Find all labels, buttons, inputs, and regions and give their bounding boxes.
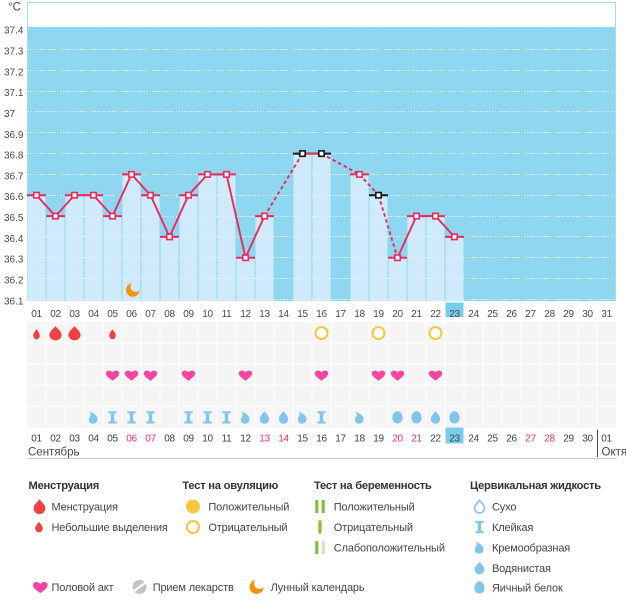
svg-text:01: 01 bbox=[31, 434, 42, 445]
svg-text:19: 19 bbox=[373, 434, 384, 445]
svg-text:14: 14 bbox=[278, 309, 289, 320]
svg-text:16: 16 bbox=[316, 309, 327, 320]
svg-text:37.2: 37.2 bbox=[4, 67, 24, 78]
svg-text:25: 25 bbox=[487, 434, 498, 445]
svg-text:30: 30 bbox=[582, 309, 593, 320]
svg-text:09: 09 bbox=[183, 434, 194, 445]
svg-text:Тест на беременность: Тест на беременность bbox=[314, 480, 432, 492]
svg-text:Половой акт: Половой акт bbox=[52, 582, 114, 594]
svg-text:36.3: 36.3 bbox=[4, 255, 24, 266]
svg-text:08: 08 bbox=[164, 309, 175, 320]
svg-text:13: 13 bbox=[259, 309, 270, 320]
svg-text:04: 04 bbox=[88, 309, 99, 320]
svg-text:20: 20 bbox=[392, 434, 403, 445]
svg-text:Отрицательный: Отрицательный bbox=[334, 522, 413, 534]
svg-text:Тест на овуляцию: Тест на овуляцию bbox=[182, 480, 278, 492]
svg-text:36.9: 36.9 bbox=[4, 130, 24, 141]
svg-text:37.3: 37.3 bbox=[4, 46, 24, 57]
svg-text:29: 29 bbox=[563, 434, 574, 445]
svg-text:Небольшие выделения: Небольшие выделения bbox=[52, 522, 168, 534]
svg-text:17: 17 bbox=[335, 309, 346, 320]
svg-text:26: 26 bbox=[506, 434, 517, 445]
svg-text:37.1: 37.1 bbox=[4, 88, 24, 99]
svg-text:20: 20 bbox=[392, 309, 403, 320]
svg-text:37.4: 37.4 bbox=[4, 26, 24, 37]
svg-text:Клейкая: Клейкая bbox=[492, 522, 533, 534]
svg-text:Положительный: Положительный bbox=[334, 501, 415, 513]
svg-text:05: 05 bbox=[107, 309, 118, 320]
svg-text:12: 12 bbox=[240, 309, 251, 320]
svg-text:Водянистая: Водянистая bbox=[492, 563, 551, 575]
svg-text:Менструация: Менструация bbox=[52, 501, 118, 513]
svg-text:14: 14 bbox=[278, 434, 289, 445]
svg-text:26: 26 bbox=[506, 309, 517, 320]
svg-text:31: 31 bbox=[601, 309, 612, 320]
svg-text:18: 18 bbox=[354, 309, 365, 320]
svg-text:11: 11 bbox=[222, 434, 233, 445]
svg-text:19: 19 bbox=[373, 309, 384, 320]
svg-text:12: 12 bbox=[240, 434, 251, 445]
svg-text:04: 04 bbox=[88, 434, 99, 445]
svg-text:28: 28 bbox=[544, 434, 555, 445]
svg-text:07: 07 bbox=[145, 434, 156, 445]
svg-text:21: 21 bbox=[411, 434, 422, 445]
svg-text:06: 06 bbox=[126, 434, 137, 445]
svg-text:13: 13 bbox=[259, 434, 270, 445]
svg-text:Кремообразная: Кремообразная bbox=[492, 542, 570, 554]
svg-text:17: 17 bbox=[335, 434, 346, 445]
svg-text:24: 24 bbox=[468, 309, 479, 320]
svg-text:36.6: 36.6 bbox=[4, 192, 24, 203]
svg-text:08: 08 bbox=[164, 434, 175, 445]
svg-text:Лунный календарь: Лунный календарь bbox=[271, 582, 365, 594]
svg-text:03: 03 bbox=[69, 309, 80, 320]
svg-text:°C: °C bbox=[8, 2, 21, 14]
svg-text:10: 10 bbox=[202, 434, 213, 445]
svg-text:Сентябрь: Сентябрь bbox=[28, 447, 80, 459]
svg-text:30: 30 bbox=[582, 434, 593, 445]
svg-text:06: 06 bbox=[126, 309, 137, 320]
svg-text:11: 11 bbox=[222, 309, 233, 320]
svg-text:03: 03 bbox=[69, 434, 80, 445]
svg-text:24: 24 bbox=[468, 434, 479, 445]
svg-text:36.7: 36.7 bbox=[4, 171, 24, 182]
svg-text:01: 01 bbox=[31, 309, 42, 320]
svg-text:07: 07 bbox=[145, 309, 156, 320]
svg-text:05: 05 bbox=[107, 434, 118, 445]
svg-text:15: 15 bbox=[297, 434, 308, 445]
svg-text:28: 28 bbox=[544, 309, 555, 320]
svg-text:Отрицательный: Отрицательный bbox=[208, 522, 287, 534]
svg-text:27: 27 bbox=[525, 309, 536, 320]
svg-text:Октябрь: Октябрь bbox=[602, 447, 626, 459]
svg-text:Прием лекарств: Прием лекарств bbox=[153, 582, 234, 594]
svg-text:Менструация: Менструация bbox=[29, 480, 100, 492]
svg-text:27: 27 bbox=[525, 434, 536, 445]
svg-text:10: 10 bbox=[202, 309, 213, 320]
svg-text:09: 09 bbox=[183, 309, 194, 320]
svg-text:36.1: 36.1 bbox=[4, 296, 24, 307]
svg-text:Цервикальная жидкость: Цервикальная жидкость bbox=[470, 480, 601, 492]
svg-text:Слабоположительный: Слабоположительный bbox=[334, 542, 445, 554]
svg-text:02: 02 bbox=[50, 434, 61, 445]
svg-text:22: 22 bbox=[430, 309, 441, 320]
svg-text:22: 22 bbox=[430, 434, 441, 445]
svg-text:29: 29 bbox=[563, 309, 574, 320]
svg-text:18: 18 bbox=[354, 434, 365, 445]
svg-text:23: 23 bbox=[449, 309, 460, 320]
svg-text:01: 01 bbox=[601, 434, 612, 445]
svg-text:Сухо: Сухо bbox=[492, 501, 516, 513]
svg-text:37: 37 bbox=[4, 109, 16, 120]
svg-text:Положительный: Положительный bbox=[208, 501, 289, 513]
svg-text:23: 23 bbox=[449, 434, 460, 445]
svg-text:Яичный белок: Яичный белок bbox=[492, 582, 563, 594]
svg-text:21: 21 bbox=[411, 309, 422, 320]
svg-text:36.4: 36.4 bbox=[4, 234, 24, 245]
svg-text:25: 25 bbox=[487, 309, 498, 320]
svg-text:15: 15 bbox=[297, 309, 308, 320]
svg-text:16: 16 bbox=[316, 434, 327, 445]
svg-text:36.8: 36.8 bbox=[4, 151, 24, 162]
svg-text:02: 02 bbox=[50, 309, 61, 320]
svg-text:36.2: 36.2 bbox=[4, 276, 24, 287]
svg-text:36.5: 36.5 bbox=[4, 213, 24, 224]
